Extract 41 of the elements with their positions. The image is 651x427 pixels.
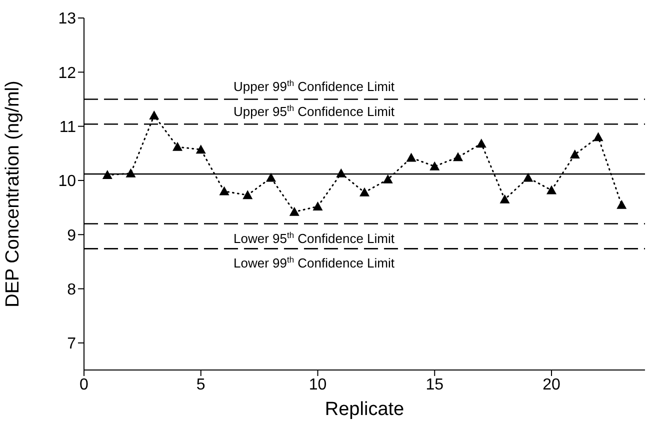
y-tick-label: 12 [58,64,76,82]
x-axis-title: Replicate [324,399,404,420]
point [430,161,440,170]
x-tick-label: 5 [196,376,206,394]
point [196,144,206,154]
ref-line-label: Upper 95$^{th}$ Confidence Limit [234,103,395,120]
point [616,200,627,209]
x-tick-label: 0 [80,376,89,394]
point [570,149,580,158]
point [360,187,370,196]
y-tick-label: 7 [67,336,76,353]
point [126,168,136,178]
point [289,206,300,216]
point [172,142,182,151]
x-tick-label: 10 [308,376,327,394]
point [266,172,276,182]
point [149,110,160,120]
point [382,174,393,184]
y-tick-label: 9 [67,227,76,244]
ref-line-label: Upper 99$^{th}$ Confidence Limit [234,78,395,94]
y-tick-label: 13 [58,10,76,28]
point [476,138,486,148]
y-tick-label: 8 [67,281,76,298]
point [546,185,556,194]
point [593,132,604,142]
point [406,152,416,162]
point [242,190,253,200]
point [523,172,534,182]
point [312,201,323,210]
point [500,194,510,204]
y-axis-title: DEP Concentration (ng/ml) [2,80,24,308]
point [102,170,112,180]
y-tick-label: 10 [58,173,76,190]
x-tick-label: 15 [426,376,444,394]
point [453,152,463,162]
point [336,168,346,178]
point [219,186,230,196]
x-tick-label: 20 [542,376,560,394]
ref-line-label: Lower 99$^{th}$ Confidence Limit [234,254,395,271]
y-tick-label: 11 [59,118,76,136]
ref-line-label: Lower 95$^{th}$ Confidence Limit [234,230,395,246]
